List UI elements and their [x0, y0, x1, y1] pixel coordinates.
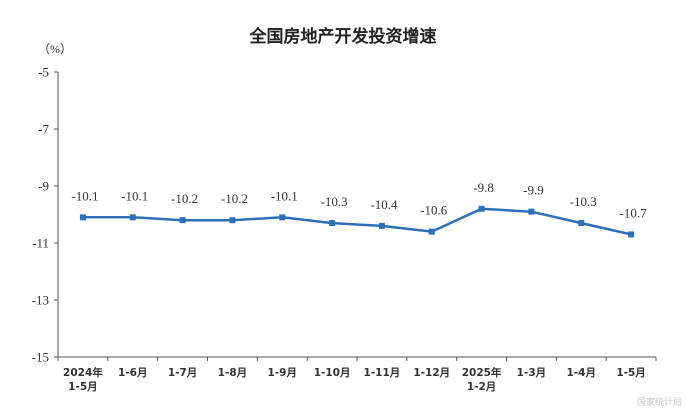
data-point [378, 222, 385, 229]
data-label: -9.8 [473, 180, 494, 195]
series-line [82, 207, 632, 236]
data-label: -10.4 [370, 197, 398, 212]
data-point [628, 231, 635, 238]
data-point [79, 214, 86, 221]
x-tick-label: 1-8月 [218, 367, 247, 379]
data-point [279, 214, 286, 221]
x-tick-label: 1-7月 [168, 367, 197, 379]
data-point [329, 220, 336, 227]
data-label: -10.1 [121, 188, 148, 203]
x-tick-label: 2024年 [63, 366, 103, 379]
x-tick-label: 1-6月 [118, 367, 147, 379]
series-group [79, 205, 635, 238]
axes [57, 72, 656, 358]
x-tick-label: 1-5月 [616, 367, 645, 379]
x-tick-label: 1-9月 [268, 367, 297, 379]
chart-title: 全国房地产开发投资增速 [249, 26, 437, 47]
data-point [528, 208, 535, 215]
data-label: -9.9 [523, 183, 544, 198]
x-tick-label: 2025年 [462, 366, 502, 379]
data-label: -10.6 [420, 203, 448, 218]
y-tick-label: -9 [38, 179, 49, 194]
y-tick-label: -5 [38, 65, 49, 80]
data-point [428, 228, 435, 235]
y-tick-label: -11 [32, 236, 49, 251]
data-label: -10.1 [71, 188, 98, 203]
data-point [578, 220, 585, 227]
x-tick-label: 1-11月 [364, 367, 401, 379]
x-tick-label: 1-2月 [467, 381, 496, 393]
data-label: -10.3 [321, 194, 348, 209]
x-tick-label: 1-10月 [314, 367, 351, 379]
y-tick-label: -7 [38, 122, 49, 137]
data-point [179, 217, 186, 224]
watermark-text: 国家统计局 [637, 396, 682, 408]
y-unit-label: （%） [38, 42, 72, 56]
x-tick-label: 1-3月 [517, 367, 546, 379]
data-point [129, 214, 136, 221]
y-tick-label: -15 [32, 350, 49, 365]
x-tick-label: 1-4月 [567, 367, 596, 379]
x-ticks: 2024年 1-5月 1-6月 1-7月 1-8月 1-9月 1-10月 1-11月 1-12月… [57, 357, 657, 393]
x-tick-label: 1-5月 [68, 381, 97, 393]
data-label: -10.3 [570, 194, 597, 209]
y-tick-label: -13 [32, 293, 49, 308]
data-point [229, 217, 236, 224]
data-label: -10.1 [271, 188, 298, 203]
data-label: -10.7 [620, 205, 648, 220]
data-label: -10.2 [221, 191, 248, 206]
data-labels: -10.1 -10.1 -10.2 -10.2 -10.1 -10.3 -10.4 -10.6… [71, 180, 647, 221]
x-tick-label: 1-12月 [413, 367, 450, 379]
data-label: -10.2 [171, 191, 198, 206]
y-ticks: -5 -7 -9 -11 -13 -15 [32, 65, 58, 365]
data-point [478, 205, 485, 212]
